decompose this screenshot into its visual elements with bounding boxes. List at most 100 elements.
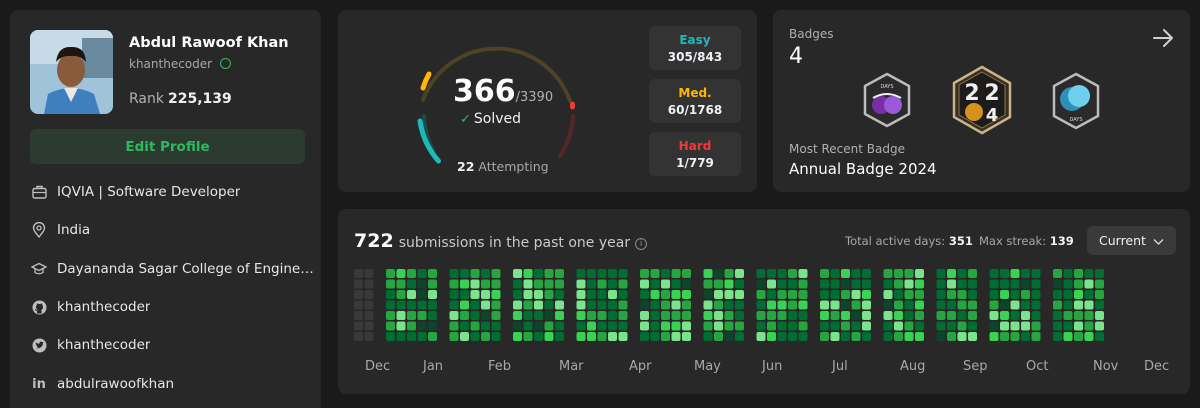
heatmap-cell[interactable] — [544, 311, 554, 320]
heatmap-cell[interactable] — [862, 332, 871, 341]
heatmap-cell[interactable] — [1031, 311, 1041, 320]
heatmap-cell[interactable] — [936, 332, 946, 341]
heatmap-cell[interactable] — [957, 321, 967, 331]
heatmap-cell[interactable] — [597, 290, 607, 299]
heatmap-cell[interactable] — [407, 332, 416, 341]
heatmap-cell[interactable] — [1084, 311, 1094, 320]
heatmap-cell[interactable] — [650, 290, 660, 299]
heatmap-cell[interactable] — [756, 300, 766, 310]
heatmap-cell[interactable] — [364, 311, 374, 320]
heatmap-cell[interactable] — [1095, 269, 1104, 278]
heatmap-cell[interactable] — [587, 290, 596, 299]
heatmap-cell[interactable] — [555, 290, 564, 299]
heatmap-cell[interactable] — [830, 279, 840, 289]
heatmap-cell[interactable] — [788, 332, 797, 341]
heatmap-cell[interactable] — [968, 321, 977, 331]
heatmap-cell[interactable] — [968, 300, 977, 310]
heatmap-cell[interactable] — [671, 269, 681, 278]
heatmap-cell[interactable] — [1084, 321, 1094, 331]
heatmap-cell[interactable] — [354, 279, 363, 289]
heatmap-cell[interactable] — [703, 321, 713, 331]
heatmap-cell[interactable] — [640, 311, 649, 320]
heatmap-cell[interactable] — [534, 279, 543, 289]
heatmap-cell[interactable] — [460, 269, 469, 278]
heatmap-cell[interactable] — [703, 279, 713, 289]
heatmap-cell[interactable] — [597, 300, 607, 310]
easy-stat-box[interactable]: Easy 305/843 — [649, 26, 741, 70]
heatmap-cell[interactable] — [417, 311, 427, 320]
heatmap-cell[interactable] — [894, 290, 903, 299]
heatmap-cell[interactable] — [513, 279, 522, 289]
heatmap-cell[interactable] — [555, 300, 564, 310]
heatmap-cell[interactable] — [841, 300, 850, 310]
heatmap-cell[interactable] — [1095, 311, 1104, 320]
heatmap-cell[interactable] — [650, 279, 660, 289]
heatmap-cell[interactable] — [851, 332, 861, 341]
heatmap-cell[interactable] — [661, 300, 670, 310]
heatmap-cell[interactable] — [618, 279, 628, 289]
heatmap-cell[interactable] — [841, 269, 850, 278]
heatmap-cell[interactable] — [1010, 321, 1020, 331]
heatmap-cell[interactable] — [640, 290, 649, 299]
heatmap-cell[interactable] — [830, 290, 840, 299]
heatmap-cell[interactable] — [735, 311, 744, 320]
heatmap-cell[interactable] — [735, 332, 744, 341]
heatmap-cell[interactable] — [1074, 290, 1083, 299]
heatmap-cell[interactable] — [1095, 279, 1104, 289]
heatmap-cell[interactable] — [661, 311, 670, 320]
heatmap-cell[interactable] — [735, 290, 744, 299]
heatmap-cell[interactable] — [947, 300, 956, 310]
heatmap-cell[interactable] — [841, 332, 850, 341]
heatmap-cell[interactable] — [756, 332, 766, 341]
heatmap-cell[interactable] — [703, 290, 713, 299]
heatmap-cell[interactable] — [576, 300, 586, 310]
heatmap-cell[interactable] — [724, 290, 734, 299]
heatmap-cell[interactable] — [968, 332, 977, 341]
heatmap-cell[interactable] — [1095, 332, 1104, 341]
heatmap-cell[interactable] — [460, 300, 469, 310]
heatmap-cell[interactable] — [618, 269, 628, 278]
heatmap-cell[interactable] — [354, 300, 363, 310]
heatmap-cell[interactable] — [767, 300, 776, 310]
heatmap-cell[interactable] — [894, 300, 903, 310]
heatmap-cell[interactable] — [703, 332, 713, 341]
heatmap-cell[interactable] — [756, 290, 766, 299]
heatmap-cell[interactable] — [714, 332, 723, 341]
heatmap-cell[interactable] — [883, 269, 893, 278]
heatmap-cell[interactable] — [491, 269, 501, 278]
heatmap-cell[interactable] — [513, 332, 522, 341]
heatmap-cell[interactable] — [396, 332, 406, 341]
heatmap-cell[interactable] — [883, 300, 893, 310]
heatmap-cell[interactable] — [428, 290, 437, 299]
50-days-badge-icon[interactable]: DAYS — [1050, 72, 1102, 134]
heatmap-cell[interactable] — [1053, 290, 1062, 299]
heatmap-cell[interactable] — [1031, 269, 1041, 278]
heatmap-cell[interactable] — [544, 300, 554, 310]
heatmap-cell[interactable] — [661, 321, 670, 331]
heatmap-cell[interactable] — [428, 279, 437, 289]
heatmap-cell[interactable] — [788, 300, 797, 310]
heatmap-cell[interactable] — [661, 269, 670, 278]
medium-stat-box[interactable]: Med. 60/1768 — [649, 79, 741, 123]
heatmap-cell[interactable] — [968, 311, 977, 320]
heatmap-cell[interactable] — [597, 332, 607, 341]
heatmap-cell[interactable] — [1084, 300, 1094, 310]
heatmap-cell[interactable] — [1053, 269, 1062, 278]
heatmap-cell[interactable] — [417, 290, 427, 299]
heatmap-cell[interactable] — [820, 332, 829, 341]
heatmap-cell[interactable] — [1063, 321, 1073, 331]
heatmap-cell[interactable] — [1084, 332, 1094, 341]
heatmap-cell[interactable] — [703, 311, 713, 320]
heatmap-cell[interactable] — [491, 279, 501, 289]
heatmap-cell[interactable] — [862, 311, 871, 320]
heatmap-cell[interactable] — [1053, 332, 1062, 341]
heatmap-cell[interactable] — [947, 311, 956, 320]
heatmap-cell[interactable] — [936, 269, 946, 278]
heatmap-cell[interactable] — [957, 332, 967, 341]
heatmap-cell[interactable] — [544, 279, 554, 289]
heatmap-cell[interactable] — [597, 279, 607, 289]
heatmap-cell[interactable] — [830, 321, 840, 331]
heatmap-cell[interactable] — [989, 269, 999, 278]
heatmap-cell[interactable] — [449, 321, 459, 331]
heatmap-cell[interactable] — [449, 300, 459, 310]
